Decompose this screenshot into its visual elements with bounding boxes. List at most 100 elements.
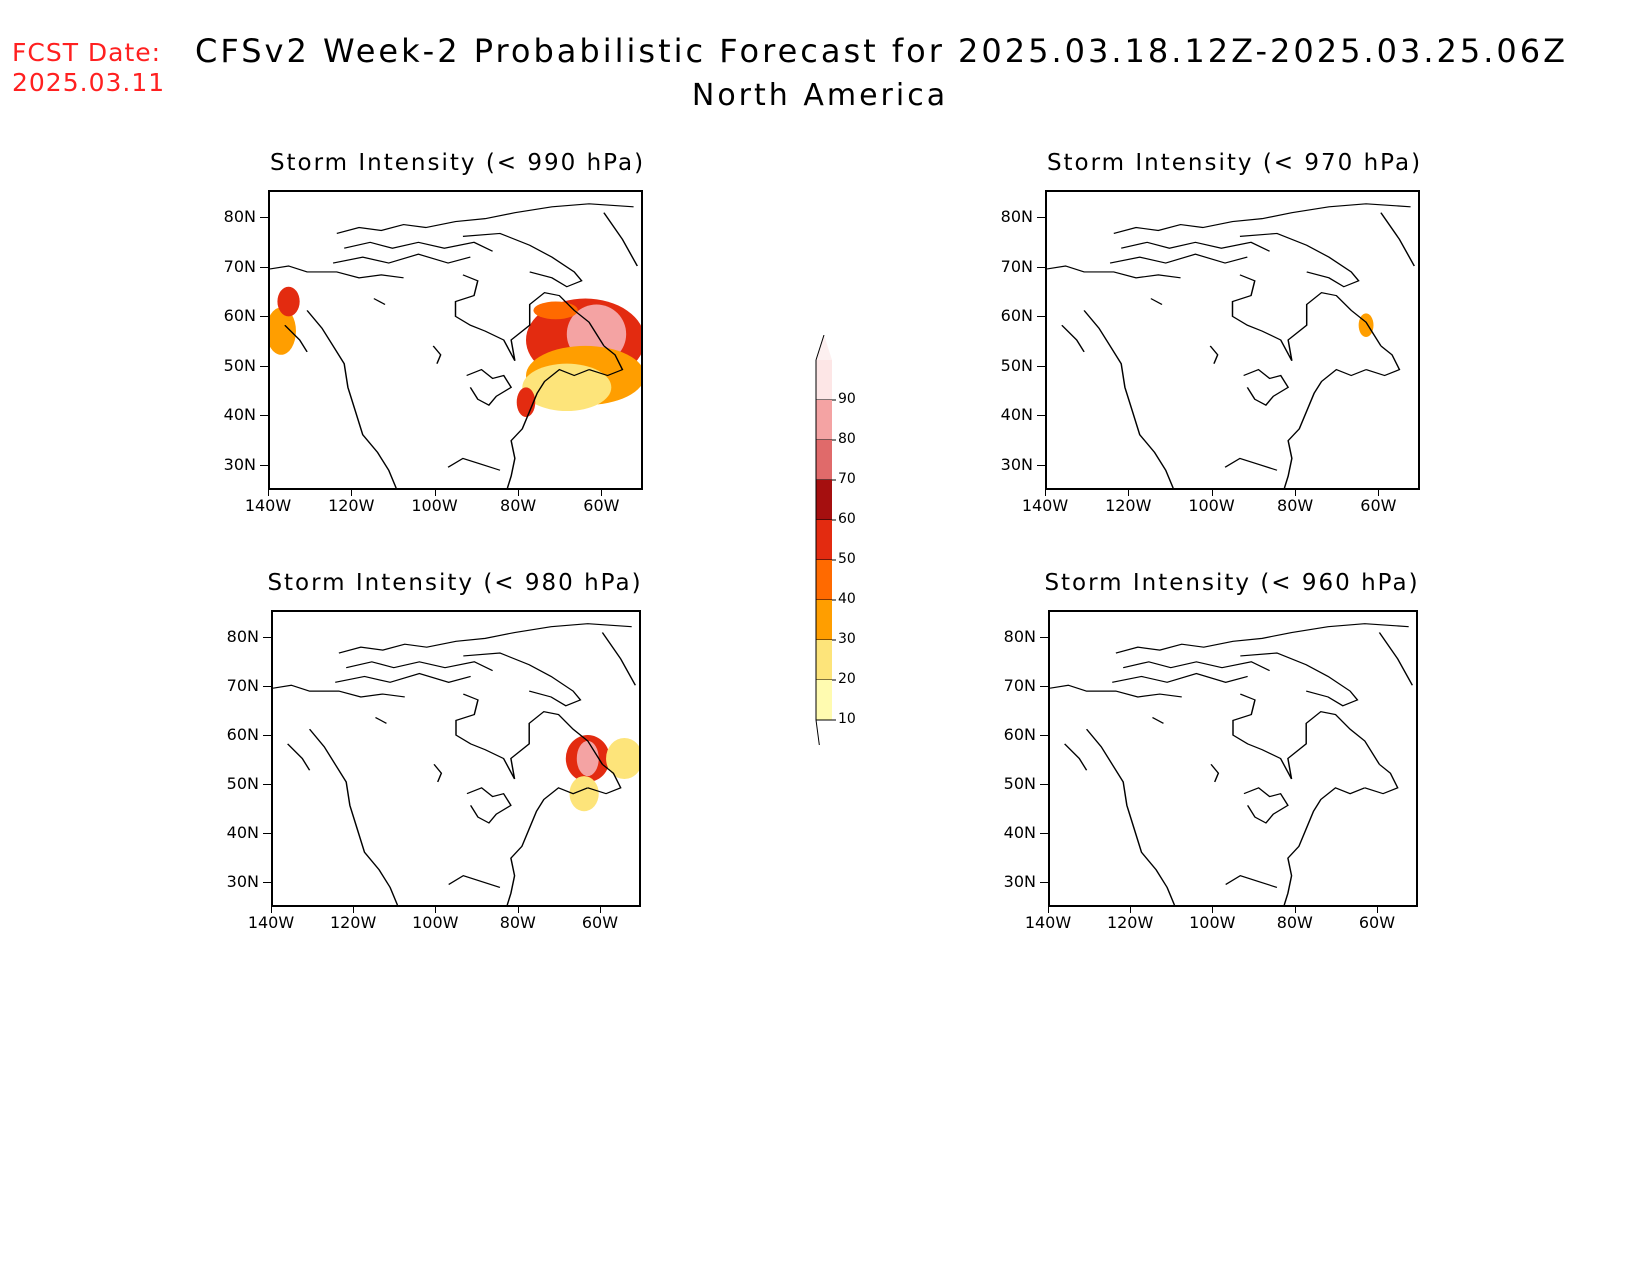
latitude-label: 60N xyxy=(1000,306,1033,325)
coastline xyxy=(273,684,405,698)
longitude-tick xyxy=(1212,907,1214,913)
longitude-label: 140W xyxy=(1024,913,1072,932)
panel-title: Storm Intensity (< 970 hPa) xyxy=(1046,150,1423,176)
coastline xyxy=(1283,787,1366,905)
coastline xyxy=(1365,345,1401,377)
latitude-tick xyxy=(260,266,268,268)
longitude-label: 120W xyxy=(328,496,375,515)
map-canvas xyxy=(1047,203,1415,488)
coastline xyxy=(1047,265,1181,279)
latitude-label: 80N xyxy=(1000,207,1033,226)
coastline xyxy=(448,875,501,888)
map-canvas xyxy=(1050,623,1414,905)
latitude-tick xyxy=(260,415,268,416)
longitude-tick xyxy=(268,490,269,496)
latitude-label: 40N xyxy=(1003,822,1036,842)
coastline xyxy=(345,661,493,672)
latitude-tick xyxy=(1040,685,1048,687)
probability-colorbar xyxy=(815,335,836,745)
longitude-tick xyxy=(1294,907,1296,913)
coastline xyxy=(506,787,589,905)
latitude-tick xyxy=(1040,636,1048,638)
latitude-tick xyxy=(263,881,271,883)
latitude-tick xyxy=(260,217,268,218)
latitude-tick xyxy=(1040,783,1048,785)
coastline xyxy=(466,787,512,824)
latitude-label: 70N xyxy=(223,256,256,276)
colorbar-value-label: 90 xyxy=(838,391,856,407)
colorbar-value-label: 70 xyxy=(838,471,856,487)
longitude-label: 140W xyxy=(1021,496,1069,515)
longitude-tick xyxy=(271,907,272,913)
forecast-date-block: FCST Date: 2025.03.11 xyxy=(12,38,165,98)
longitude-tick xyxy=(435,907,437,913)
longitude-tick xyxy=(1211,490,1213,496)
coastline xyxy=(306,310,397,488)
coastline xyxy=(1050,684,1182,698)
colorbar-swatch xyxy=(816,440,832,480)
longitude-tick xyxy=(1130,907,1132,913)
longitude-label: 60W xyxy=(1358,913,1396,932)
longitude-label: 80W xyxy=(499,913,536,932)
longitude-label: 80W xyxy=(1277,496,1314,515)
latitude-tick xyxy=(1040,734,1048,736)
latitude-label: 80N xyxy=(223,207,256,226)
colorbar-swatch xyxy=(816,600,832,640)
coastline xyxy=(284,324,308,353)
longitude-label: 120W xyxy=(329,913,377,932)
colorbar-outline xyxy=(815,335,825,745)
latitude-tick xyxy=(1037,464,1045,466)
colorbar-swatch xyxy=(816,640,832,680)
longitude-label: 60W xyxy=(583,496,620,515)
coastline xyxy=(1380,212,1415,267)
colorbar-value-label: 30 xyxy=(838,631,856,647)
longitude-tick xyxy=(353,907,355,913)
coastline xyxy=(466,368,513,406)
latitude-label: 70N xyxy=(226,675,259,695)
coastline xyxy=(1364,763,1399,795)
latitude-tick xyxy=(1037,415,1045,416)
coastline xyxy=(1061,324,1085,353)
colorbar-swatch xyxy=(816,680,832,720)
latitude-label: 30N xyxy=(226,871,259,891)
coastline xyxy=(462,232,583,288)
coastline xyxy=(332,253,471,264)
latitude-tick xyxy=(1037,365,1045,367)
forecast-date-value: 2025.03.11 xyxy=(12,68,166,97)
panel-title: Storm Intensity (< 980 hPa) xyxy=(267,570,643,596)
coastline xyxy=(1085,728,1176,905)
coastline xyxy=(1064,743,1088,771)
coastline xyxy=(1225,875,1278,888)
longitude-label: 100W xyxy=(1189,913,1236,932)
latitude-label: 50N xyxy=(226,773,259,793)
coastline xyxy=(506,368,590,488)
latitude-label: 80N xyxy=(1003,626,1036,646)
latitude-label: 30N xyxy=(1003,871,1036,891)
coastline xyxy=(1240,652,1359,707)
probability-area xyxy=(1358,313,1374,338)
latitude-tick xyxy=(263,685,271,687)
page-title: CFSv2 Week-2 Probabilistic Forecast for … xyxy=(195,32,1569,70)
coastline xyxy=(1115,623,1409,654)
coastline xyxy=(463,652,582,707)
map-canvas xyxy=(273,623,639,905)
latitude-tick xyxy=(260,464,268,466)
probability-area xyxy=(270,307,296,355)
longitude-label: 120W xyxy=(1105,496,1152,515)
longitude-label: 60W xyxy=(581,913,619,932)
coastline xyxy=(375,716,387,724)
coastline xyxy=(447,457,501,471)
coastline xyxy=(1239,232,1360,288)
coastline xyxy=(1112,672,1248,683)
latitude-label: 60N xyxy=(223,306,256,325)
longitude-tick xyxy=(351,490,353,496)
coastline xyxy=(1150,298,1163,305)
probability-area xyxy=(606,737,639,780)
latitude-label: 50N xyxy=(1003,773,1036,793)
coastline xyxy=(1232,693,1381,780)
latitude-tick xyxy=(1037,316,1045,317)
latitude-label: 80N xyxy=(226,626,259,646)
colorbar-value-label: 50 xyxy=(838,551,856,567)
latitude-tick xyxy=(1040,881,1048,883)
colorbar-swatch xyxy=(816,520,832,560)
